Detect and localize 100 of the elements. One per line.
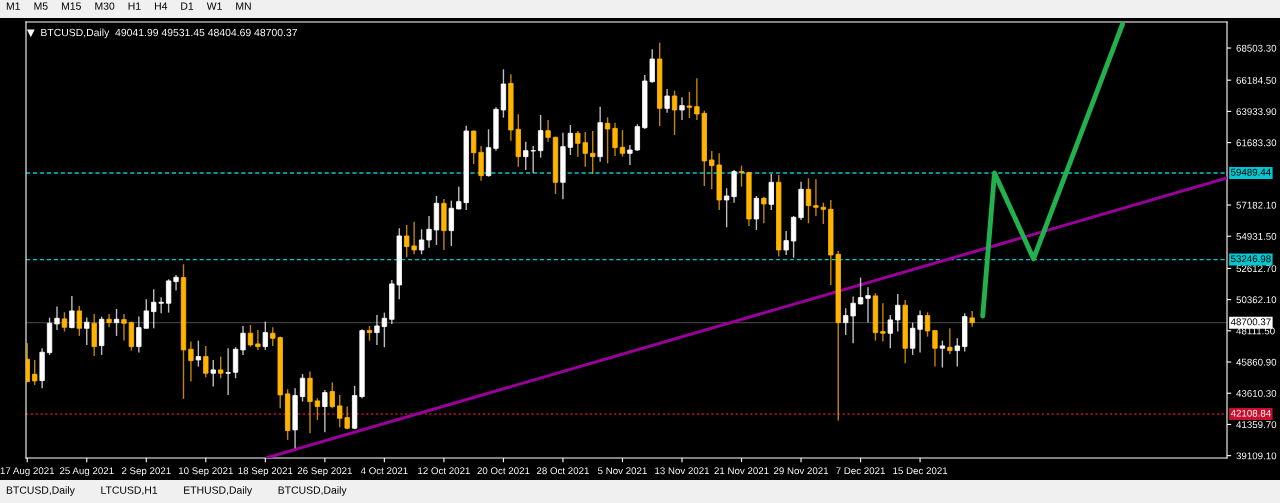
candlestick xyxy=(121,313,127,342)
ref-line-label: 48700.37 xyxy=(1230,318,1271,326)
ref-line-label: 53246.98 xyxy=(1230,255,1271,263)
candlestick xyxy=(69,295,75,329)
x-tick-label: 28 Oct 2021 xyxy=(536,467,589,475)
y-tick-label: 52612.70 xyxy=(1236,265,1277,273)
candlestick xyxy=(247,324,254,348)
text: MN xyxy=(236,2,251,10)
x-tick-label: 18 Sep 2021 xyxy=(238,467,293,477)
x-tick-label: 4 Oct 2021 xyxy=(360,467,408,475)
ref-line-label: 59489.44 xyxy=(1230,168,1271,176)
x-tick-label: 13 Nov 2021 xyxy=(655,467,710,475)
candlestick xyxy=(128,320,135,352)
candlestick xyxy=(590,130,596,175)
text: M15 xyxy=(61,2,81,10)
candlestick xyxy=(738,164,745,188)
y-tick-label: 63933.90 xyxy=(1236,108,1277,116)
candlestick xyxy=(26,342,30,383)
x-tick-label: 15 Dec 2021 xyxy=(893,467,948,475)
candlestick xyxy=(947,327,953,355)
text: W1 xyxy=(206,2,222,10)
x-tick-label: 10 Sep 2021 xyxy=(178,467,233,477)
candlestick xyxy=(604,116,611,165)
candlestick xyxy=(686,91,693,119)
candlestick xyxy=(865,286,871,324)
candlestick xyxy=(188,340,194,383)
y-tick-label: 48111.50 xyxy=(1236,327,1275,335)
candlestick xyxy=(195,339,202,368)
y-tick-label: 45860.90 xyxy=(1236,358,1277,366)
candlestick xyxy=(314,397,321,421)
ref-line-label: 42108.84 xyxy=(1230,409,1271,417)
y-tick-label: 54931.50 xyxy=(1236,232,1277,240)
candlestick xyxy=(232,346,239,379)
y-tick-label: 39109.10 xyxy=(1236,452,1277,460)
candlestick xyxy=(61,311,68,333)
candlestick xyxy=(619,129,626,158)
candlestick xyxy=(448,199,454,247)
y-tick-label: 57182.10 xyxy=(1236,201,1277,209)
candlestick xyxy=(203,345,209,378)
candlestick xyxy=(218,355,224,379)
candlestick xyxy=(426,215,432,249)
candlestick xyxy=(545,119,551,143)
text: H4 xyxy=(154,2,168,10)
candlestick xyxy=(790,215,797,259)
candlestick xyxy=(76,305,82,337)
candlestick xyxy=(537,114,544,159)
candlestick xyxy=(322,389,328,433)
candlestick xyxy=(969,310,975,328)
candlestick xyxy=(91,313,97,357)
text: M5 xyxy=(34,2,48,10)
candlestick xyxy=(329,381,335,409)
text: BTCUSD,Daily xyxy=(6,486,75,496)
candlestick xyxy=(307,370,313,434)
candlestick xyxy=(805,177,812,224)
candlestick xyxy=(262,320,268,351)
text: D1 xyxy=(181,2,194,10)
candlestick xyxy=(173,274,179,292)
y-tick-label: 43610.30 xyxy=(1236,389,1277,397)
text: LTCUSD,H1 xyxy=(101,486,158,496)
candlestick xyxy=(887,314,893,349)
candlestick xyxy=(753,195,760,231)
x-tick-label: 2 Sep 2021 xyxy=(121,467,171,477)
candlestick xyxy=(671,89,678,136)
candlestick xyxy=(240,325,246,356)
candlestick xyxy=(210,359,216,388)
x-tick-label: 12 Oct 2021 xyxy=(418,467,470,475)
y-tick-label: 61683.30 xyxy=(1236,139,1277,147)
text: BTCUSD,Daily xyxy=(278,486,347,496)
y-tick-label: 66184.50 xyxy=(1236,76,1277,84)
candlestick xyxy=(664,88,670,114)
line-series xyxy=(980,22,1125,319)
x-tick-label: 20 Oct 2021 xyxy=(477,467,530,475)
candlestick xyxy=(567,124,574,156)
candlestick xyxy=(612,121,618,157)
candlestick xyxy=(255,329,261,351)
x-tick-label: 29 Nov 2021 xyxy=(773,467,829,475)
x-tick-label: 25 Aug 2021 xyxy=(59,467,114,477)
candlestick xyxy=(924,311,931,338)
x-tick-label: 7 Dec 2021 xyxy=(836,467,885,475)
y-tick-label: 41359.70 xyxy=(1236,421,1277,429)
candlestick xyxy=(106,313,112,328)
x-tick-label: 21 Nov 2021 xyxy=(714,467,769,475)
candlestick xyxy=(418,228,425,255)
candlestick xyxy=(299,373,306,403)
text: BTCUSD,Daily 49041.99 49531.45 48404.69 48700.37 xyxy=(41,28,298,39)
text: ETHUSD,Daily xyxy=(184,486,253,496)
candlestick xyxy=(880,302,886,343)
candlestick xyxy=(761,195,767,224)
text: M1 xyxy=(6,2,20,10)
candlestick xyxy=(783,230,789,256)
x-tick-label: 17 Aug 2021 xyxy=(0,467,55,477)
candlestick xyxy=(113,308,120,337)
y-tick-label: 50362.10 xyxy=(1236,296,1277,304)
candlestick xyxy=(225,347,231,396)
x-tick-label: 5 Nov 2021 xyxy=(598,467,647,475)
candlestick xyxy=(32,359,38,386)
text: H1 xyxy=(128,2,141,10)
x-tick-label: 26 Sep 2021 xyxy=(297,467,352,477)
candlestick xyxy=(84,316,90,346)
candlestick xyxy=(54,305,60,331)
